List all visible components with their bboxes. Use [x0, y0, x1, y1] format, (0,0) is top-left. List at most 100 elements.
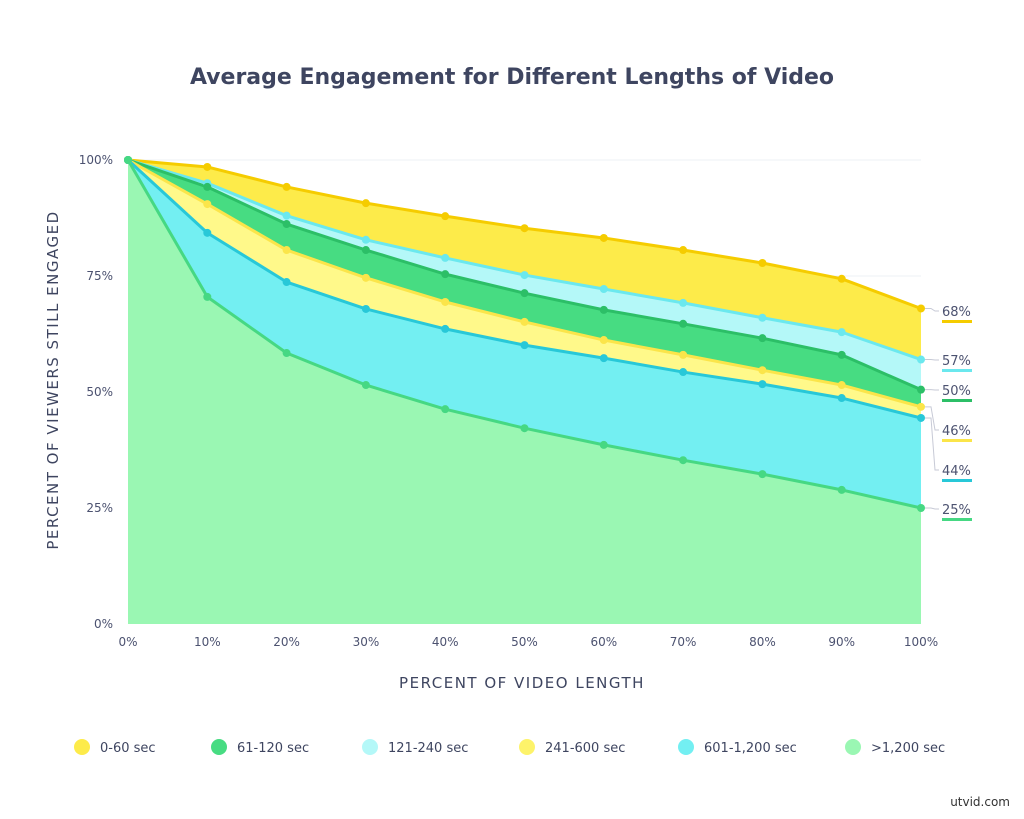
end-label: 50% [942, 384, 971, 399]
data-point [600, 285, 608, 293]
data-point [521, 289, 529, 297]
data-point [283, 246, 291, 254]
data-point [362, 305, 370, 313]
end-label-underline [942, 399, 972, 402]
data-point [600, 336, 608, 344]
data-point [362, 274, 370, 282]
x-tick-label: 90% [828, 635, 855, 649]
end-label: 46% [942, 424, 971, 439]
data-point [679, 246, 687, 254]
chart-title: Average Engagement for Different Lengths… [190, 65, 834, 90]
legend-swatch [678, 739, 694, 755]
data-point [441, 405, 449, 413]
data-point [679, 320, 687, 328]
data-point [283, 220, 291, 228]
data-point [838, 486, 846, 494]
data-point [600, 441, 608, 449]
data-point [521, 341, 529, 349]
data-point [600, 306, 608, 314]
data-point [917, 304, 925, 312]
data-point [600, 234, 608, 242]
data-point [441, 298, 449, 306]
data-point [758, 314, 766, 322]
end-label: 68% [942, 305, 971, 320]
legend-swatch [362, 739, 378, 755]
watermark: utvid.com [950, 795, 1010, 809]
x-tick-label: 0% [118, 635, 137, 649]
data-point [838, 394, 846, 402]
data-point [203, 163, 211, 171]
x-tick-label: 40% [432, 635, 459, 649]
legend: 0-60 sec 61-120 sec 121-240 sec 241-600 sec… [74, 739, 945, 756]
data-point [203, 229, 211, 237]
y-tick-label: 50% [86, 385, 113, 399]
x-tick-label: 60% [590, 635, 617, 649]
end-label-underline [942, 518, 972, 521]
legend-label: 0-60 sec [100, 741, 156, 756]
data-point [203, 293, 211, 301]
data-point [679, 368, 687, 376]
data-point [283, 278, 291, 286]
y-axis-ticks: 0%25%50%75%100% [79, 153, 113, 631]
label-connector [925, 308, 939, 311]
data-point [758, 259, 766, 267]
y-axis-label: PERCENT OF VIEWERS STILL ENGAGED [44, 210, 62, 549]
x-tick-label: 10% [194, 635, 221, 649]
y-tick-label: 25% [86, 501, 113, 515]
legend-label: 121-240 sec [388, 741, 468, 756]
x-axis-label: PERCENT OF VIDEO LENGTH [399, 674, 645, 692]
data-point [917, 504, 925, 512]
data-point [441, 270, 449, 278]
data-point [283, 349, 291, 357]
data-point [362, 381, 370, 389]
data-point [124, 156, 132, 164]
x-tick-label: 70% [670, 635, 697, 649]
data-point [441, 254, 449, 262]
legend-swatch [211, 739, 227, 755]
x-axis-ticks: 0%10%20%30%40%50%60%70%80%90%100% [118, 635, 938, 649]
y-tick-label: 100% [79, 153, 113, 167]
data-point [679, 456, 687, 464]
data-point [758, 366, 766, 374]
data-point [917, 403, 925, 411]
data-point [917, 356, 925, 364]
data-point [521, 224, 529, 232]
data-point [679, 351, 687, 359]
data-point [758, 380, 766, 388]
data-point [521, 318, 529, 326]
end-label: 44% [942, 464, 971, 479]
data-point [521, 424, 529, 432]
x-tick-label: 80% [749, 635, 776, 649]
data-point [758, 470, 766, 478]
data-point [362, 236, 370, 244]
data-point [838, 328, 846, 336]
label-connector [925, 508, 939, 509]
data-point [203, 183, 211, 191]
legend-label: 241-600 sec [545, 741, 625, 756]
end-label: 57% [942, 354, 971, 369]
data-point [917, 414, 925, 422]
legend-label: >1,200 sec [871, 741, 945, 756]
end-label-underline [942, 439, 972, 442]
data-point [283, 183, 291, 191]
end-label-underline [942, 369, 972, 372]
legend-label: 601-1,200 sec [704, 741, 797, 756]
end-label-underline [942, 479, 972, 482]
legend-swatch [845, 739, 861, 755]
data-point [679, 299, 687, 307]
data-point [283, 212, 291, 220]
x-tick-label: 20% [273, 635, 300, 649]
label-connector [925, 418, 939, 470]
data-point [362, 199, 370, 207]
legend-label: 61-120 sec [237, 741, 309, 756]
end-label-underline [942, 320, 972, 323]
data-point [441, 212, 449, 220]
legend-swatch [519, 739, 535, 755]
data-point [521, 271, 529, 279]
end-labels: 68%57%50%46%44%25% [925, 305, 972, 521]
legend-swatch [74, 739, 90, 755]
x-tick-label: 100% [904, 635, 938, 649]
data-point [441, 325, 449, 333]
